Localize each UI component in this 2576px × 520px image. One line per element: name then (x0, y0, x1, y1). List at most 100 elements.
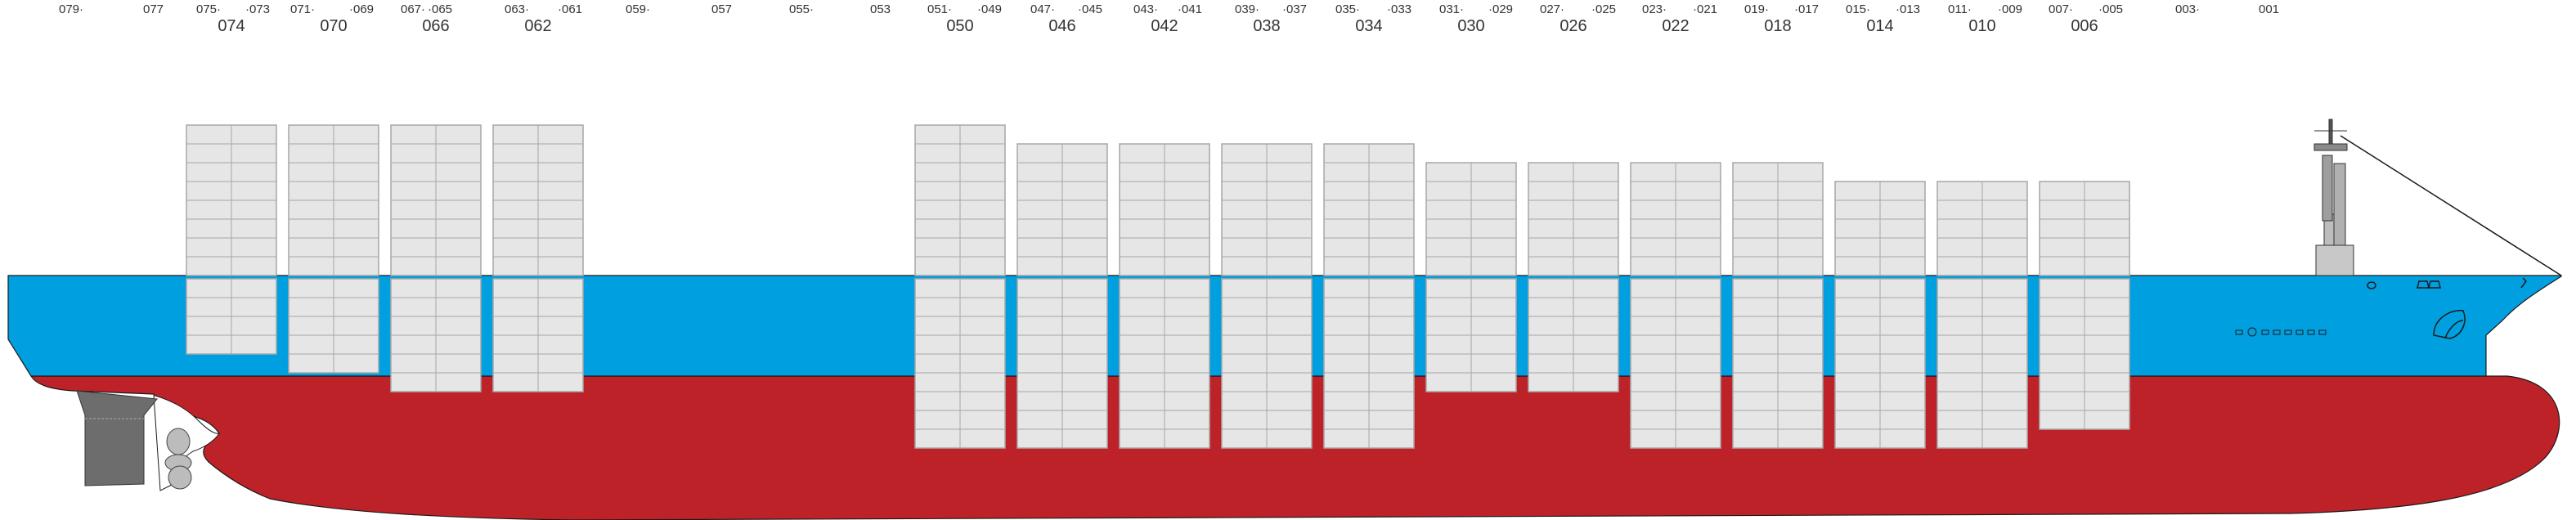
bay-small-label: 001 (2259, 2, 2279, 16)
bay-number-label: 026 (1560, 17, 1586, 35)
bay-small-label: ·041 (1178, 2, 1202, 16)
bay-026-hold-stack (1528, 278, 1619, 392)
container-bays (186, 124, 2130, 449)
bay-small-label: 031· (1439, 2, 1464, 16)
bay-062 (492, 124, 584, 392)
bay-046-on-deck-stack (1016, 143, 1108, 276)
bay-030 (1425, 162, 1517, 392)
bay-small-label: ·013 (1896, 2, 1920, 16)
bay-small-label: 019· (1744, 2, 1769, 16)
bay-038 (1221, 143, 1313, 449)
bay-small-label: 067· (401, 2, 425, 16)
bay-small-label: 023· (1642, 2, 1667, 16)
bay-number-label: 062 (524, 17, 551, 35)
bay-022-on-deck-stack (1630, 162, 1721, 276)
bay-042-hold-stack (1119, 278, 1210, 449)
bay-050 (914, 124, 1006, 449)
bay-small-label: 071· (290, 2, 315, 16)
bay-small-label: 057 (711, 2, 732, 16)
bay-small-label: 039· (1235, 2, 1259, 16)
propeller (164, 428, 192, 490)
bay-small-label: 051· (927, 2, 952, 16)
bay-070-on-deck-stack (288, 124, 379, 276)
bay-small-label: 043· (1133, 2, 1158, 16)
bay-number-label: 066 (422, 17, 449, 35)
bay-074 (186, 124, 277, 355)
bay-062-hold-stack (492, 278, 584, 392)
bay-small-label: ·017 (1794, 2, 1819, 16)
bay-074-on-deck-stack (186, 124, 277, 276)
bay-010-on-deck-stack (1936, 181, 2028, 276)
bay-034 (1323, 143, 1415, 449)
bay-066-hold-stack (390, 278, 482, 392)
bay-small-label: 063· (505, 2, 529, 16)
bay-labels: 079· 077 075· ·073 071· ·069 067· ·065 063· ·061 0… (59, 2, 2279, 35)
bay-small-label: ·061 (558, 2, 582, 16)
forestay-line (2340, 135, 2562, 276)
bay-number-label: 038 (1253, 17, 1280, 35)
bay-small-label: ·005 (2098, 2, 2123, 16)
bay-006 (2039, 181, 2130, 430)
bay-014-hold-stack (1834, 278, 1926, 449)
bay-small-label: 047· (1030, 2, 1055, 16)
bay-small-label: 077 (143, 2, 164, 16)
bay-030-hold-stack (1425, 278, 1517, 392)
bay-small-label: 079· (59, 2, 83, 16)
bay-026-on-deck-stack (1528, 162, 1619, 276)
bay-034-on-deck-stack (1323, 143, 1415, 276)
bay-038-hold-stack (1221, 278, 1313, 449)
bay-number-label: 018 (1764, 17, 1791, 35)
bay-050-on-deck-stack (914, 124, 1006, 276)
bay-074-hold-stack (186, 278, 277, 355)
bay-small-label: ·045 (1078, 2, 1102, 16)
bay-050-hold-stack (914, 278, 1006, 449)
bay-number-label: 010 (1968, 17, 1995, 35)
bay-010 (1936, 181, 2028, 449)
bay-018 (1732, 162, 1824, 449)
bay-small-label: ·065 (428, 2, 452, 16)
bow-deckhouse (2313, 119, 2354, 276)
bay-small-label: ·049 (977, 2, 1002, 16)
bay-number-label: 006 (2071, 17, 2098, 35)
bay-046-hold-stack (1016, 278, 1108, 449)
bay-small-label: 053 (870, 2, 891, 16)
bay-066 (390, 124, 482, 392)
bay-small-label: 015· (1846, 2, 1870, 16)
bay-small-label: 075· (196, 2, 221, 16)
bay-022-hold-stack (1630, 278, 1721, 449)
anchor-hawse (2433, 310, 2466, 339)
bay-number-label: 034 (1355, 17, 1382, 35)
bay-small-label: ·021 (1693, 2, 1717, 16)
bay-small-label: 055· (789, 2, 814, 16)
bay-small-label: ·037 (1282, 2, 1307, 16)
bay-small-label: ·033 (1387, 2, 1411, 16)
rudder-shape (76, 390, 158, 486)
bay-062-on-deck-stack (492, 124, 584, 276)
bay-number-label: 046 (1048, 17, 1075, 35)
bay-066-on-deck-stack (390, 124, 482, 276)
bay-006-hold-stack (2039, 278, 2130, 430)
bay-number-label: 070 (320, 17, 347, 35)
bay-014 (1834, 181, 1926, 449)
bay-number-label: 030 (1457, 17, 1484, 35)
bay-small-label: 035· (1335, 2, 1360, 16)
bay-small-label: ·029 (1488, 2, 1513, 16)
bay-006-on-deck-stack (2039, 181, 2130, 276)
bay-number-label: 074 (218, 17, 245, 35)
bay-number-label: 050 (946, 17, 973, 35)
bay-small-label: ·069 (349, 2, 374, 16)
bay-number-label: 014 (1866, 17, 1893, 35)
bay-018-on-deck-stack (1732, 162, 1824, 276)
bay-small-label: 059· (626, 2, 650, 16)
bay-042 (1119, 143, 1210, 449)
bay-038-on-deck-stack (1221, 143, 1313, 276)
bay-small-label: ·025 (1591, 2, 1616, 16)
bay-small-label: ·009 (1998, 2, 2022, 16)
bay-number-label: 022 (1662, 17, 1689, 35)
bay-034-hold-stack (1323, 278, 1415, 449)
bay-small-label: 003· (2175, 2, 2200, 16)
bay-number-label: 042 (1151, 17, 1178, 35)
bay-014-on-deck-stack (1834, 181, 1926, 276)
bay-010-hold-stack (1936, 278, 2028, 449)
bay-030-on-deck-stack (1425, 162, 1517, 276)
